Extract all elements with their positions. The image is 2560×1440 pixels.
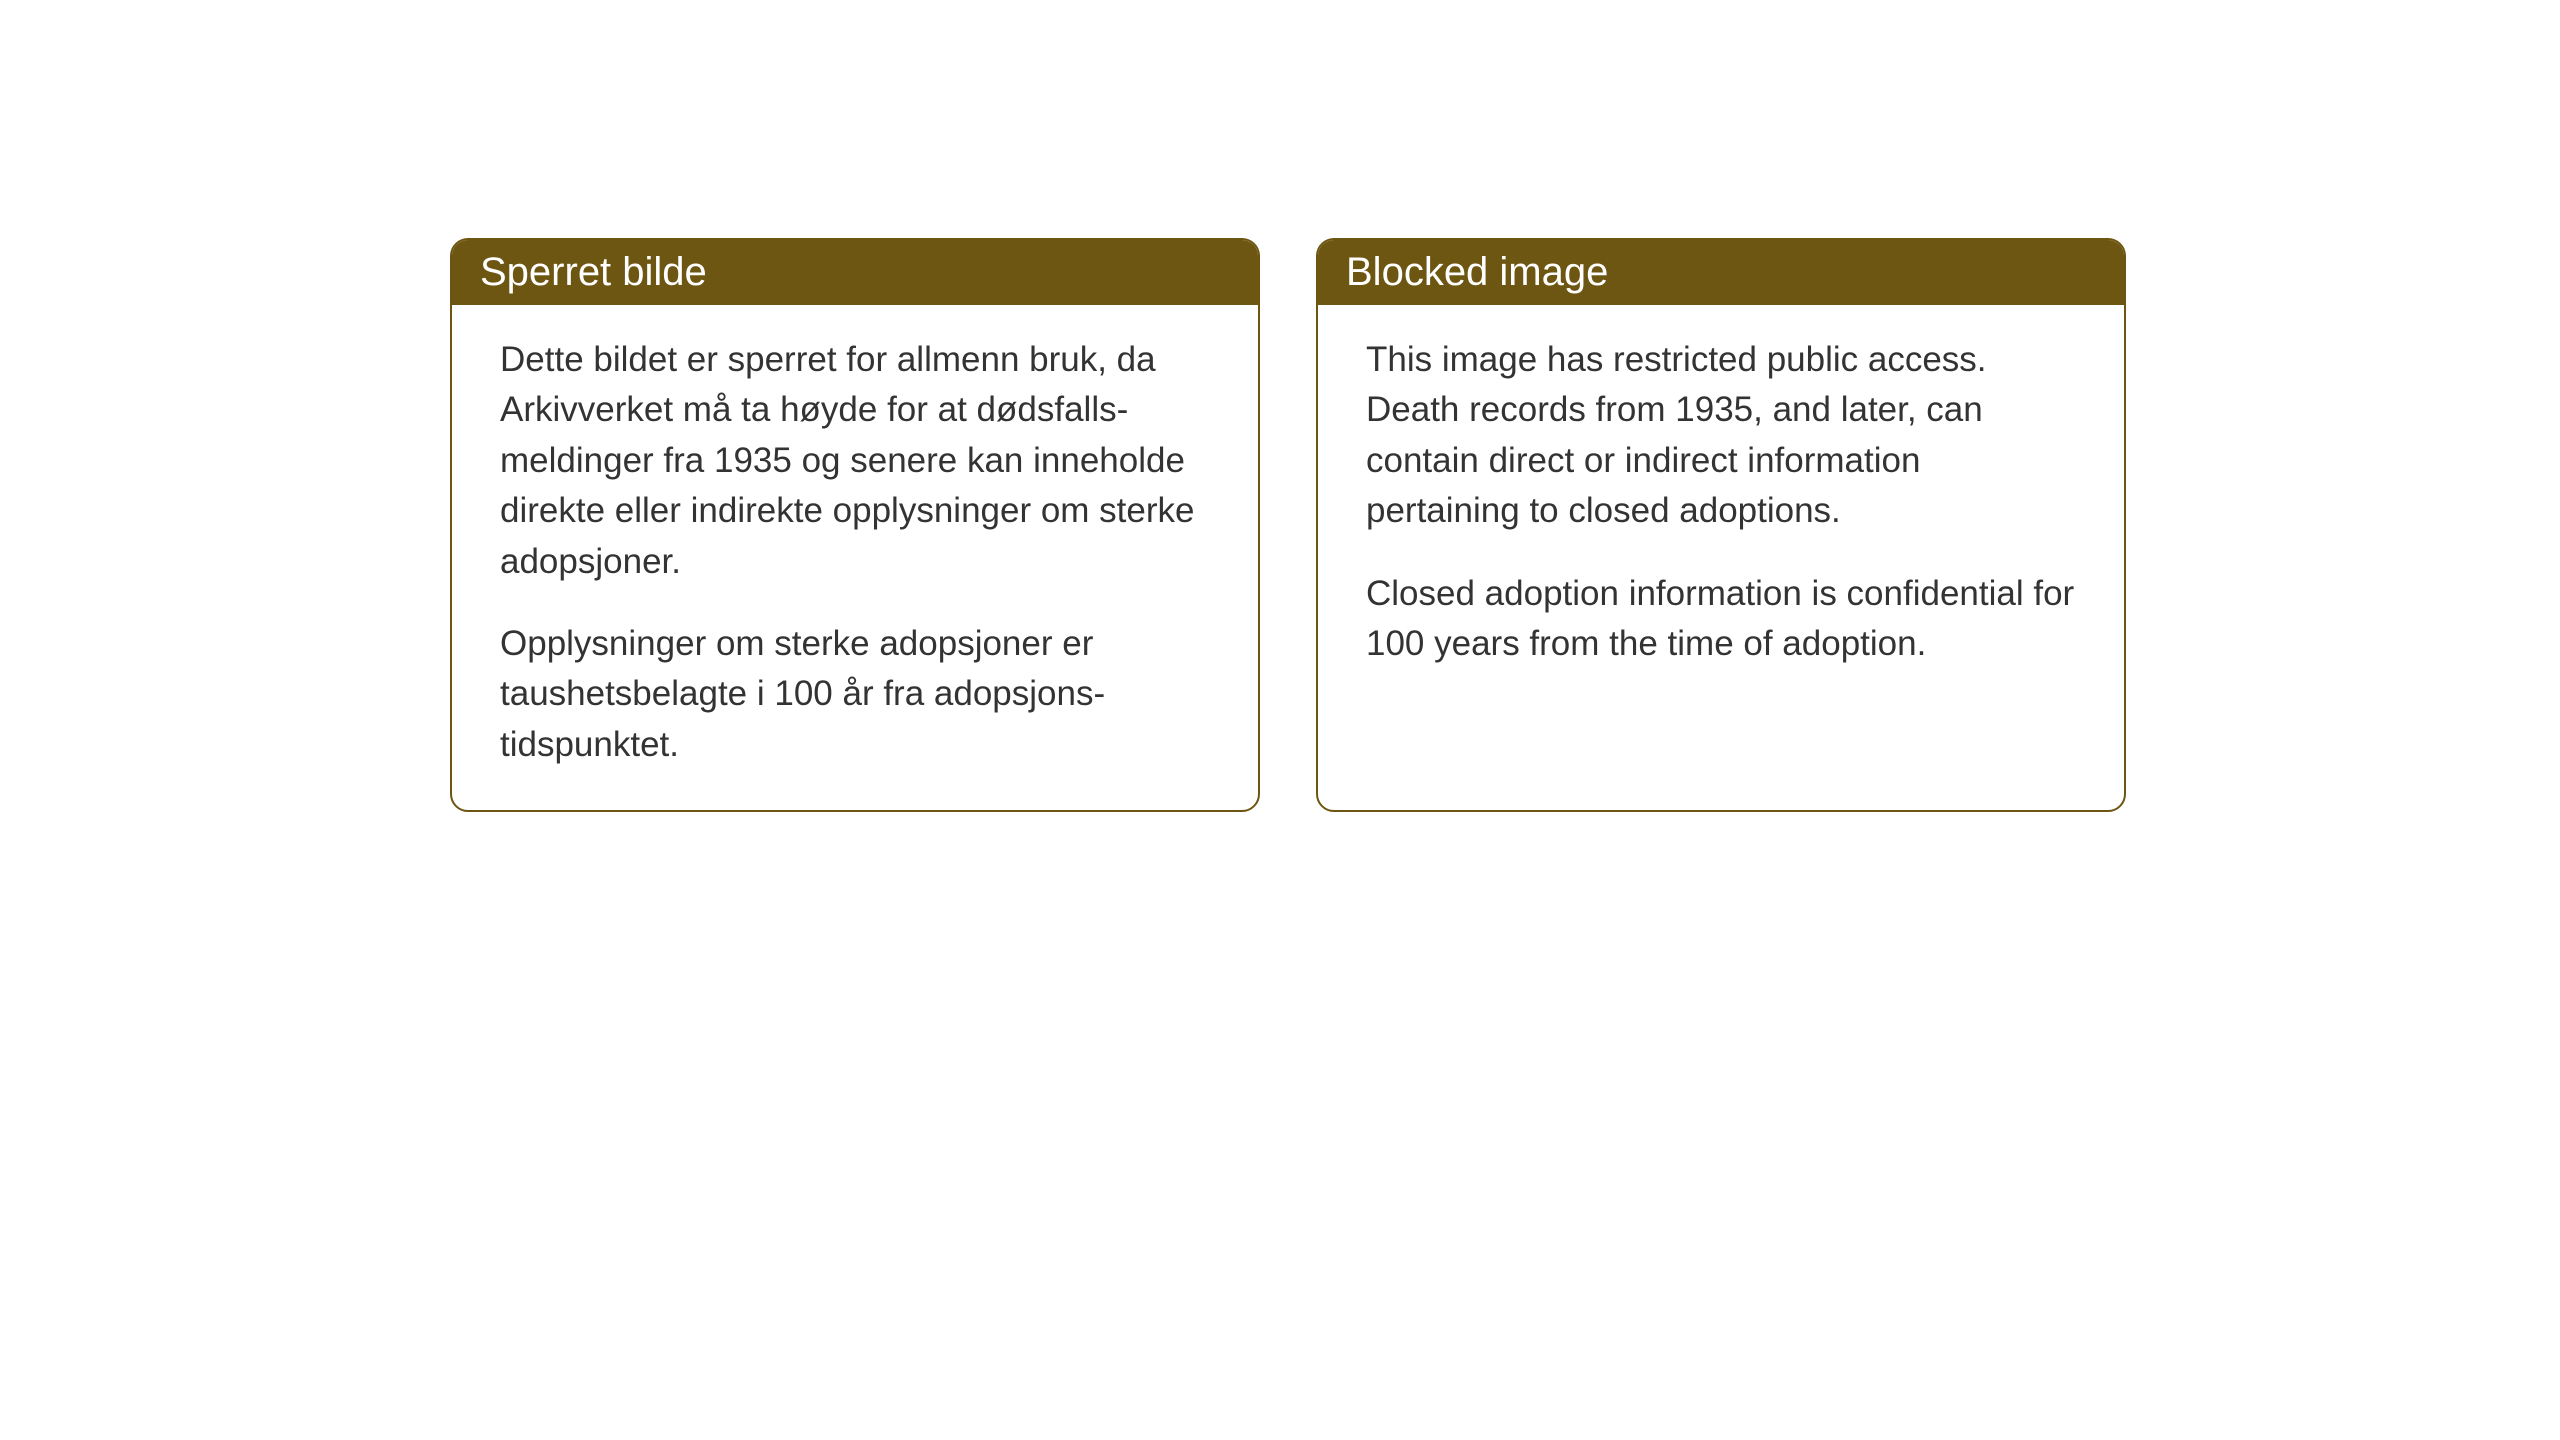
card-para2-no: Opplysninger om sterke adopsjoner er tau…: [500, 619, 1210, 770]
card-para2-en: Closed adoption information is confident…: [1366, 569, 2076, 670]
card-title-no: Sperret bilde: [480, 250, 707, 294]
cards-container: Sperret bilde Dette bildet er sperret fo…: [450, 238, 2126, 812]
card-body-en: This image has restricted public access.…: [1318, 305, 2124, 709]
card-english: Blocked image This image has restricted …: [1316, 238, 2126, 812]
card-para1-en: This image has restricted public access.…: [1366, 335, 2076, 537]
card-para1-no: Dette bildet er sperret for allmenn bruk…: [500, 335, 1210, 587]
card-norwegian: Sperret bilde Dette bildet er sperret fo…: [450, 238, 1260, 812]
card-body-no: Dette bildet er sperret for allmenn bruk…: [452, 305, 1258, 810]
card-title-en: Blocked image: [1346, 250, 1608, 294]
card-header-no: Sperret bilde: [452, 240, 1258, 305]
card-header-en: Blocked image: [1318, 240, 2124, 305]
